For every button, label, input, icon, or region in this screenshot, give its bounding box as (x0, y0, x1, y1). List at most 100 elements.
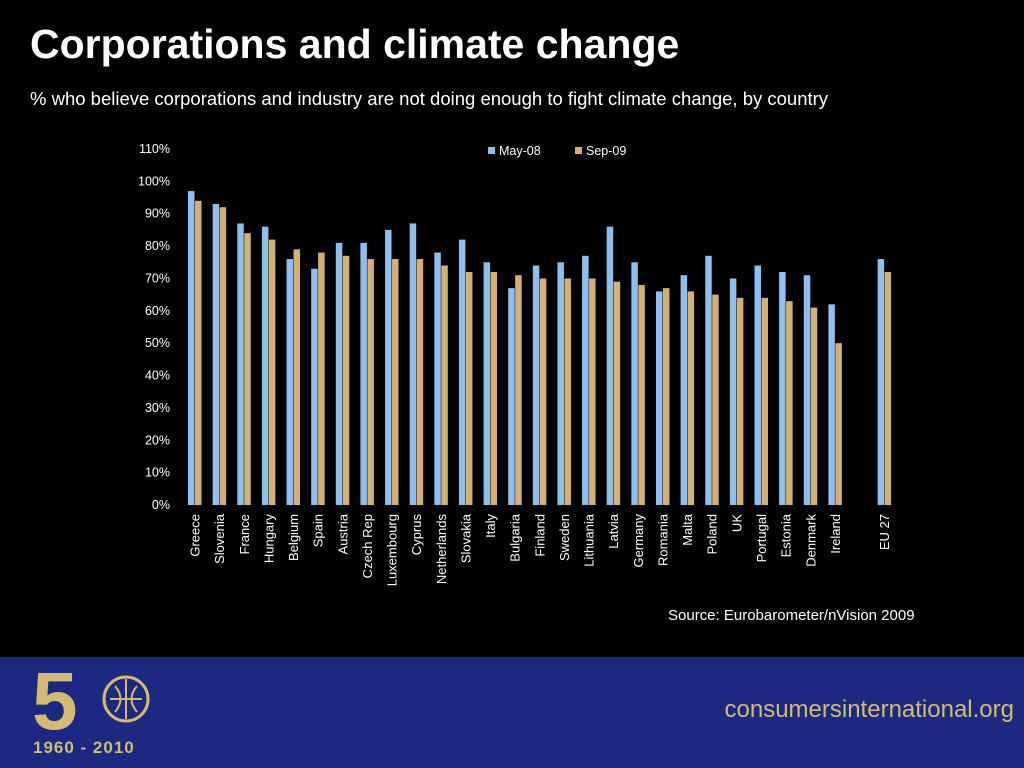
bar-sep-09 (318, 252, 325, 505)
y-tick-label: 40% (145, 369, 170, 383)
bar-may-08 (582, 255, 589, 505)
x-tick-label: EU 27 (877, 514, 892, 550)
footer-band: 5 1960 - 2010 consumersinternational.org (0, 657, 1024, 768)
bar-sep-09 (810, 307, 818, 505)
bar-sep-09 (392, 259, 399, 505)
bars-group (188, 191, 892, 506)
bar-sep-09 (761, 297, 768, 505)
bar-may-08 (458, 239, 466, 506)
x-tick-label: Malta (680, 513, 695, 546)
x-tick-label: Poland (705, 514, 720, 554)
bar-chart: 0% 10% 20% 30% 40% 50% 60% 70% 80% 90% 100% 110% Gr… (138, 142, 893, 586)
consumers-international-logo: 5 1960 - 2010 (32, 659, 150, 757)
x-tick-label: Slovakia (458, 513, 473, 563)
bar-sep-09 (662, 288, 670, 505)
bar-sep-09 (712, 294, 719, 505)
bar-sep-09 (638, 284, 645, 505)
x-tick-label: Belgium (286, 514, 301, 561)
bar-may-08 (237, 223, 244, 505)
logo-years: 1960 - 2010 (33, 738, 135, 757)
y-tick-label: 30% (145, 401, 170, 415)
bar-sep-09 (884, 271, 892, 505)
legend-label: May-08 (499, 144, 541, 158)
x-tick-label: France (237, 514, 252, 554)
x-tick-label: Bulgaria (508, 513, 523, 561)
x-tick-label: Luxembourg (385, 514, 400, 586)
bar-sep-09 (244, 233, 251, 506)
y-tick-label: 80% (145, 239, 170, 253)
bar-may-08 (754, 265, 761, 505)
bar-may-08 (729, 278, 737, 505)
bar-sep-09 (219, 207, 227, 505)
bar-sep-09 (736, 297, 744, 505)
x-tick-label: Finland (532, 514, 547, 557)
x-tick-label: Hungary (261, 514, 276, 564)
bar-may-08 (508, 288, 515, 505)
slide-subtitle: % who believe corporations and industry … (30, 88, 829, 109)
x-tick-label: Netherlands (434, 514, 449, 585)
logo-number: 5 (32, 659, 78, 747)
bar-may-08 (360, 242, 367, 505)
x-tick-label: Austria (335, 513, 350, 554)
bar-may-08 (631, 262, 638, 505)
bar-may-08 (385, 229, 392, 505)
legend-swatch (488, 147, 495, 154)
bar-may-08 (655, 291, 663, 505)
bar-sep-09 (490, 271, 498, 505)
x-tick-label: UK (729, 514, 744, 532)
bar-sep-09 (293, 249, 301, 505)
bar-may-08 (779, 271, 786, 505)
bar-may-08 (828, 304, 835, 505)
bar-may-08 (532, 265, 540, 505)
legend-swatch (575, 147, 582, 154)
bar-sep-09 (195, 200, 202, 506)
y-tick-label: 10% (145, 466, 170, 480)
bar-may-08 (680, 275, 688, 505)
y-tick-label: 70% (145, 271, 170, 285)
slide-title: Corporations and climate change (30, 21, 680, 67)
bar-may-08 (286, 259, 294, 505)
bar-sep-09 (564, 278, 571, 505)
bar-may-08 (261, 226, 269, 505)
bar-may-08 (335, 242, 343, 505)
x-tick-label: Slovenia (212, 513, 227, 564)
x-tick-label: Sweden (557, 514, 572, 561)
globe-icon (102, 675, 150, 723)
bar-sep-09 (786, 301, 793, 505)
x-tick-label: Cyprus (409, 514, 424, 556)
bar-may-08 (311, 268, 318, 505)
bar-may-08 (409, 223, 417, 505)
y-tick-label: 60% (145, 304, 170, 318)
bar-may-08 (212, 204, 220, 505)
x-tick-label: Czech Rep (360, 514, 375, 578)
bar-sep-09 (367, 259, 374, 505)
y-tick-label: 100% (138, 174, 170, 188)
bar-may-08 (434, 252, 441, 505)
x-tick-label: Latvia (606, 513, 621, 548)
bar-sep-09 (687, 291, 695, 505)
source-note: Source: Eurobarometer/nVision 2009 (668, 607, 915, 624)
bar-sep-09 (613, 281, 621, 505)
footer-url-link[interactable]: consumersinternational.org (724, 696, 1015, 723)
bar-sep-09 (416, 259, 424, 505)
x-tick-label: Greece (188, 514, 203, 557)
y-axis: 0% 10% 20% 30% 40% 50% 60% 70% 80% 90% 100% 110% (138, 142, 170, 512)
x-axis-labels: Greece Slovenia France Hungary Belgium Spain A… (188, 513, 893, 586)
y-tick-label: 90% (145, 207, 170, 221)
legend-label: Sep-09 (586, 144, 626, 158)
y-tick-label: 50% (145, 336, 170, 350)
globe-meridians-icon (110, 679, 142, 719)
x-tick-label: Estonia (779, 513, 794, 557)
x-tick-label: Ireland (828, 514, 843, 554)
y-tick-label: 110% (139, 142, 170, 156)
bar-may-08 (606, 226, 614, 505)
y-tick-label: 20% (145, 433, 170, 447)
y-tick-label: 0% (152, 498, 170, 512)
bar-may-08 (705, 255, 712, 505)
bar-sep-09 (835, 343, 842, 505)
x-tick-label: Germany (631, 514, 646, 568)
bar-sep-09 (589, 278, 596, 505)
bar-may-08 (803, 275, 811, 505)
bar-may-08 (188, 191, 195, 505)
x-tick-label: Lithuania (582, 513, 597, 567)
